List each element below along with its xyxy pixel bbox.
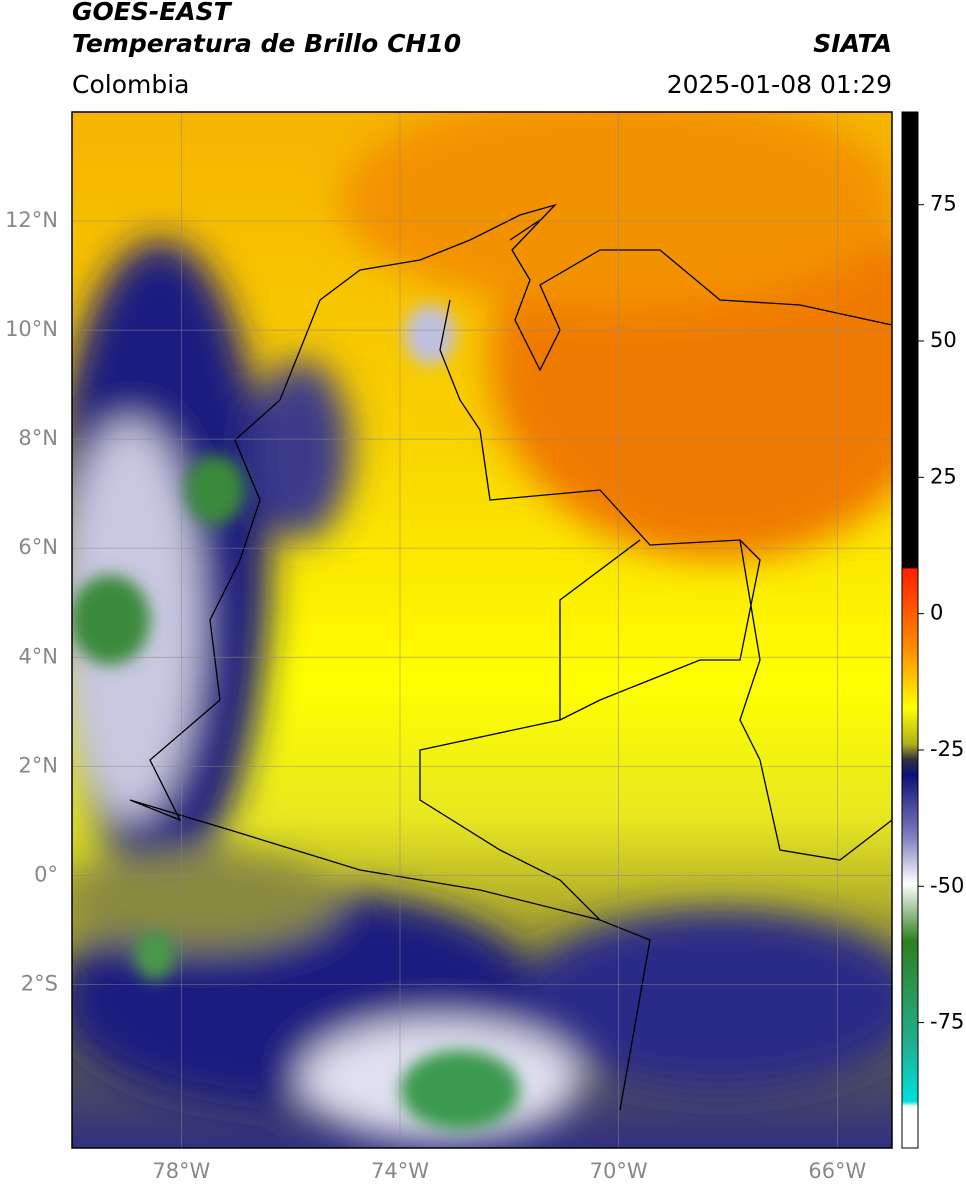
lat-tick-label: 8°N — [18, 426, 58, 450]
satellite-image — [72, 112, 892, 1148]
lat-tick-label: 2°S — [21, 971, 58, 995]
product: Temperatura de Brillo CH10 — [72, 29, 461, 58]
lat-tick-label: 10°N — [5, 317, 58, 341]
map-frame — [71, 111, 893, 1149]
lat-tick-label: 6°N — [18, 535, 58, 559]
region: Colombia — [72, 70, 189, 99]
colorbar-tick-label: 50 — [930, 328, 957, 352]
lat-tick-label: 0° — [34, 862, 58, 886]
lat-tick-label: 2°N — [18, 753, 58, 777]
colorbar — [901, 111, 919, 1149]
lon-tick-label: 70°W — [590, 1159, 648, 1183]
colorbar-tick-label: 75 — [930, 192, 957, 216]
lat-tick-label: 4°N — [18, 644, 58, 668]
colorbar-tick-label: -50 — [930, 873, 964, 897]
datetime: 2025-01-08 01:29 — [667, 70, 892, 99]
colorbar-tick-label: -75 — [930, 1010, 964, 1034]
lon-tick-label: 66°W — [808, 1159, 866, 1183]
satellite: GOES-EAST — [72, 0, 233, 26]
colorbar-tick-label: 0 — [930, 601, 943, 625]
lon-tick-label: 78°W — [152, 1159, 210, 1183]
colorbar-tick-label: 25 — [930, 464, 957, 488]
source: SIATA — [813, 29, 892, 58]
lon-tick-label: 74°W — [371, 1159, 429, 1183]
lat-tick-label: 12°N — [5, 208, 58, 232]
colorbar-tick-label: -25 — [930, 737, 964, 761]
